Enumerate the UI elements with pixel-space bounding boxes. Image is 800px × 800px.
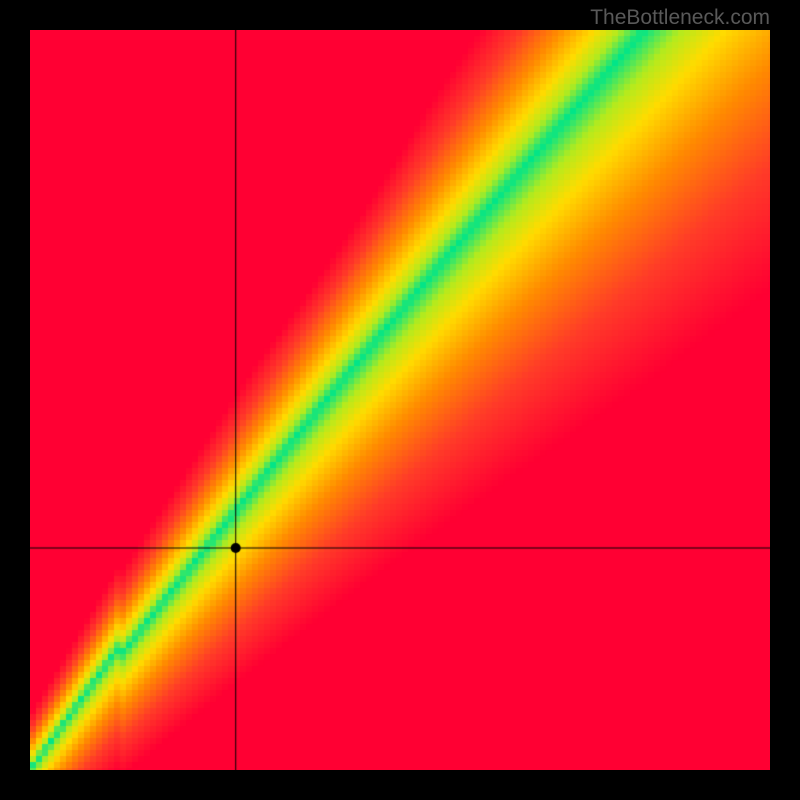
watermark-text: TheBottleneck.com [590, 6, 770, 30]
bottleneck-heatmap [30, 30, 770, 770]
